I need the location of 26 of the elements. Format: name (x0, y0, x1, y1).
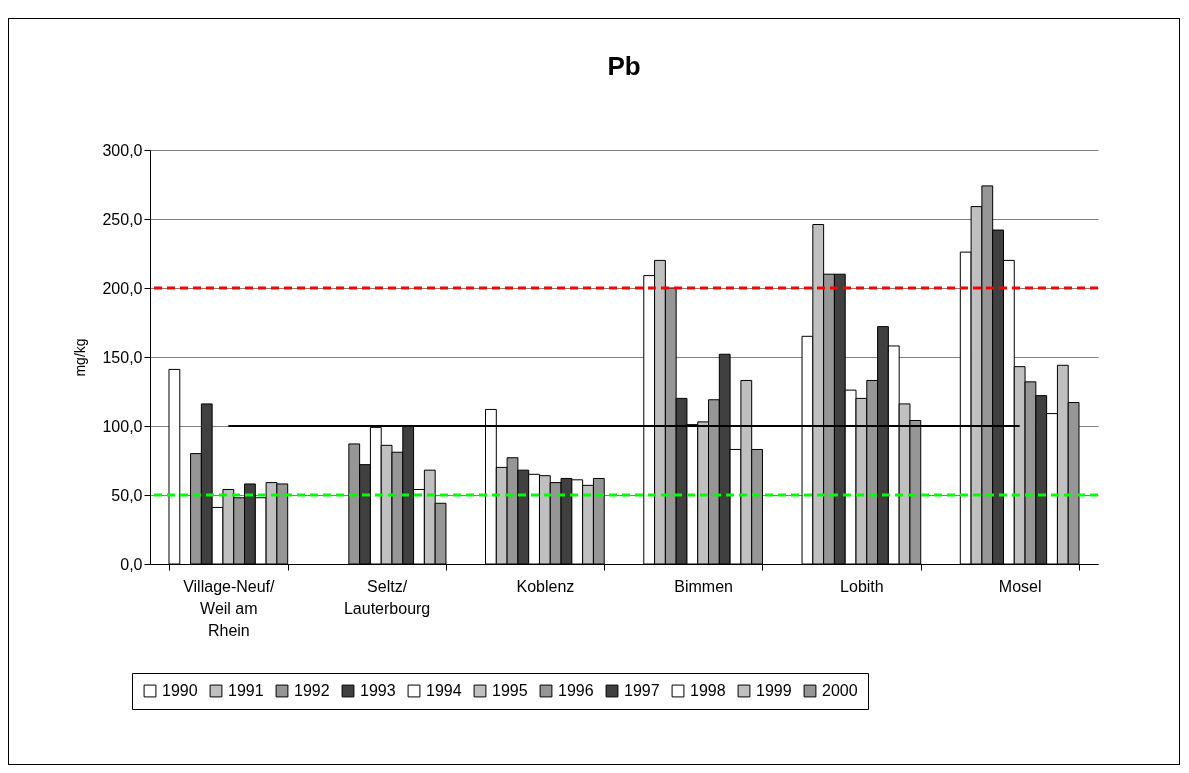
legend-label: 2000 (822, 682, 858, 699)
legend-label: 1993 (360, 682, 396, 699)
x-tick-label: Koblenz (516, 577, 575, 595)
legend-label: 1998 (690, 682, 726, 699)
y-tick-label: 300,0 (102, 141, 143, 159)
x-tick-label: Bimmen (674, 577, 733, 595)
x-tick-label: Seltz/ Lauterbourg (343, 577, 431, 617)
legend-label: 1997 (624, 682, 660, 699)
legend-label: 1992 (294, 682, 330, 699)
y-tick-label: 100,0 (102, 417, 143, 435)
legend-label: 1991 (228, 682, 264, 699)
chart-title: Pb (607, 51, 641, 81)
legend-label: 1999 (756, 682, 792, 699)
y-tick-label: 250,0 (102, 210, 143, 228)
y-tick-label: 0,0 (120, 555, 143, 573)
y-tick-label: 50,0 (111, 486, 143, 504)
x-tick-label: Mosel (998, 577, 1042, 595)
legend-label: 1995 (492, 682, 528, 699)
legend-label: 1990 (162, 682, 198, 699)
y-tick-label: 200,0 (102, 279, 143, 297)
x-tick-label: Village-Neuf/ Weil am Rhein (183, 577, 276, 639)
y-tick-label: 150,0 (102, 348, 143, 366)
legend-label: 1994 (426, 682, 462, 699)
y-axis-title: mg/kg (72, 338, 89, 377)
legend-label: 1996 (558, 682, 594, 699)
x-tick-label: Lobith (840, 577, 884, 595)
